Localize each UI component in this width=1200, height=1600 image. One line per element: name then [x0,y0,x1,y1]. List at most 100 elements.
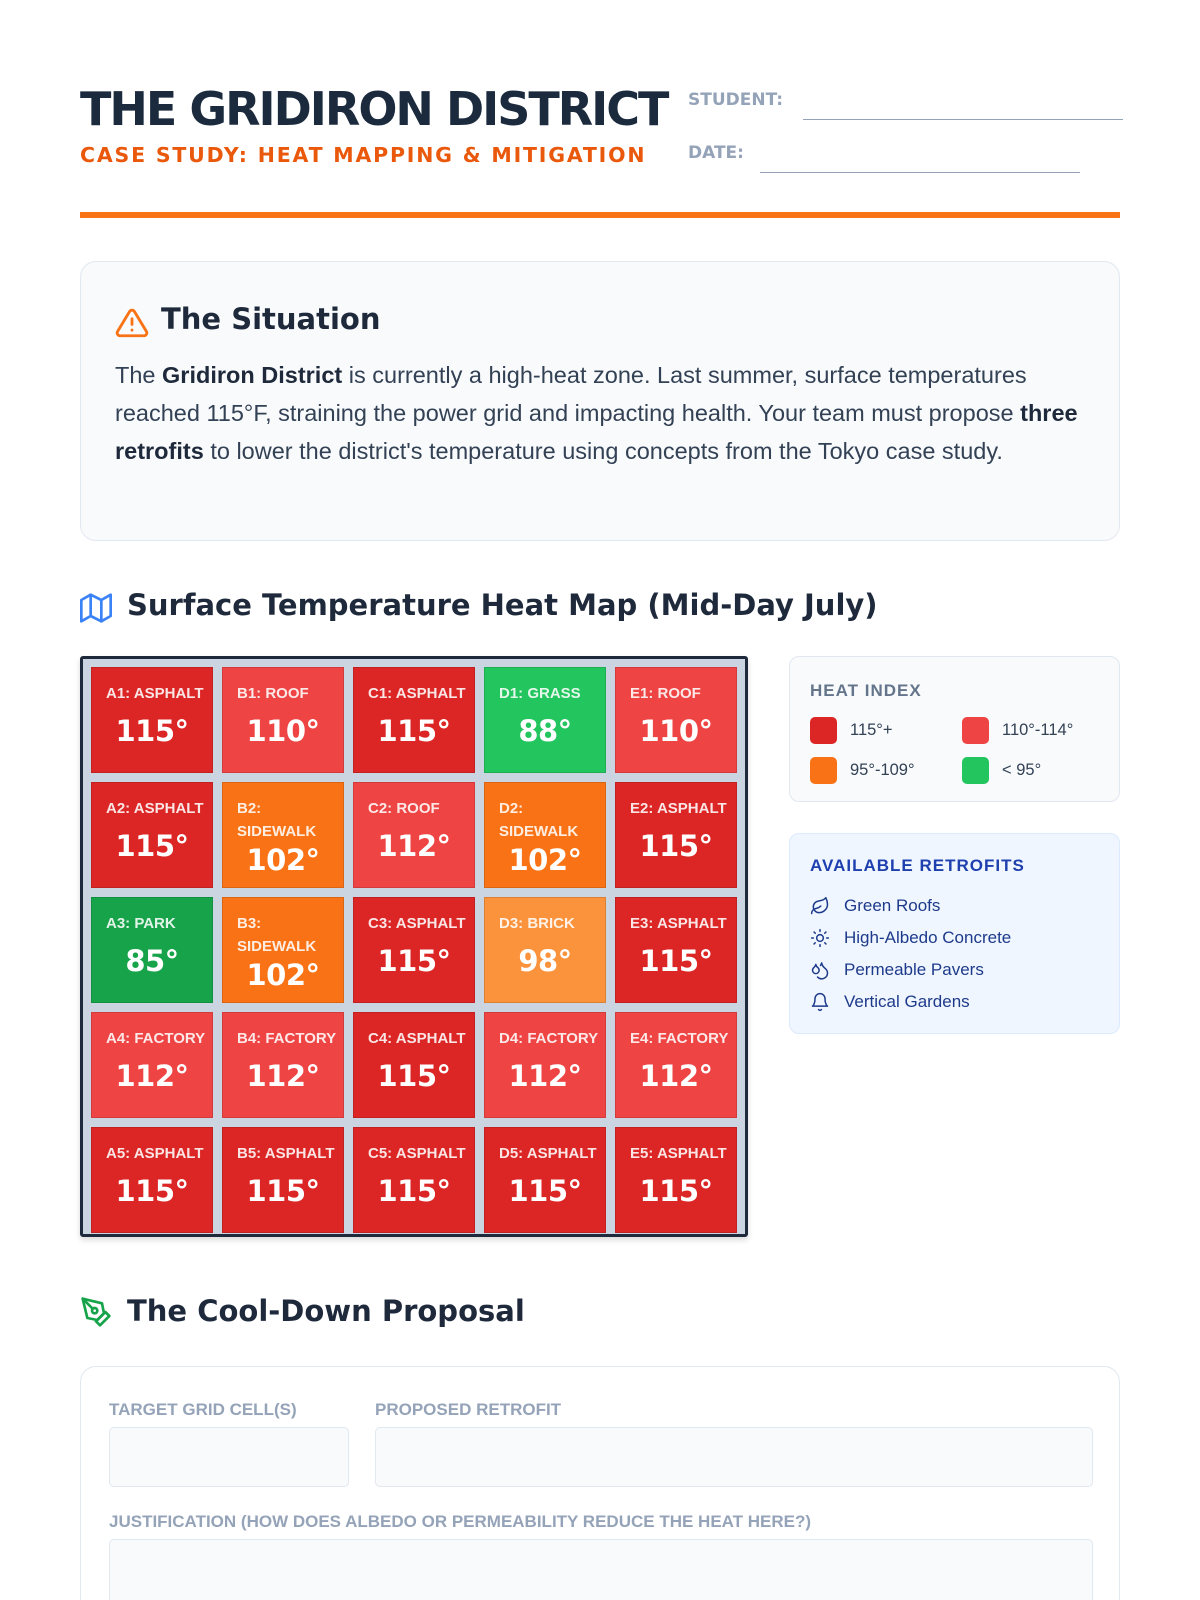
grid-cell-label: D5: ASPHALT [499,1145,597,1162]
sprout-icon [811,992,829,1012]
legend-swatch [810,717,837,744]
heat-index-legend: HEAT INDEX 115°+ 110°-114° 95°-109° < 95… [789,656,1120,802]
leaf-icon [810,896,829,915]
grid-cell-label: D3: BRICK [499,915,575,932]
proposal-title: The Cool-Down Proposal [127,1294,525,1328]
grid-cell-temperature: 115° [508,1174,582,1208]
grid-cell-label: C2: ROOF [368,800,440,817]
situation-card: The Situation The Gridiron District is c… [80,261,1120,541]
retrofit-label: High-Albedo Concrete [844,928,1012,947]
legend-item: < 95° [962,757,1041,784]
grid-cell-label: B3: SIDEWALK [237,915,317,955]
grid-cell-label: B5: ASPHALT [237,1145,335,1162]
grid-cell-temperature: 112° [115,1059,189,1093]
warning-triangle-icon [115,308,149,338]
grid-cell-temperature: 115° [639,1174,713,1208]
grid-cell-label: A3: PARK [106,915,176,932]
retrofit-item: High-Albedo Concrete [810,928,1011,948]
grid-cell: B1: ROOF 110° [222,667,344,773]
grid-cell: A1: ASPHALT 115° [91,667,213,773]
grid-cell-label: E5: ASPHALT [630,1145,727,1162]
grid-cell: A5: ASPHALT 115° [91,1127,213,1233]
pen-tool-icon [81,1297,111,1327]
legend-item: 95°-109° [810,757,915,784]
grid-cell-temperature: 115° [115,829,189,863]
grid-cell-label: E4: FACTORY [630,1030,729,1047]
grid-cell-label: E1: ROOF [630,685,701,702]
retrofits-title: AVAILABLE RETROFITS [810,856,1025,875]
grid-cell: C5: ASPHALT 115° [353,1127,475,1233]
target-cells-label: TARGET GRID CELL(S) [109,1400,297,1419]
retrofit-item: Vertical Gardens [810,992,970,1012]
proposed-retrofit-label: PROPOSED RETROFIT [375,1400,562,1419]
grid-cell: D3: BRICK 98° [484,897,606,1003]
page-subtitle: CASE STUDY: HEAT MAPPING & MITIGATION [80,143,647,167]
grid-cell-label: C5: ASPHALT [368,1145,466,1162]
grid-cell: C2: ROOF 112° [353,782,475,888]
proposed-retrofit-input[interactable] [375,1427,1093,1487]
available-retrofits-card: AVAILABLE RETROFITS Green Roofs High-Alb… [789,833,1120,1034]
grid-cell-temperature: 115° [377,714,451,748]
page-title: THE GRIDIRON DISTRICT [80,82,669,136]
grid-cell-temperature: 102° [246,843,320,877]
grid-cell: B4: FACTORY 112° [222,1012,344,1118]
grid-cell-temperature: 115° [639,829,713,863]
grid-cell-label: A1: ASPHALT [106,685,204,702]
situation-title: The Situation [161,302,381,336]
grid-cell-temperature: 112° [508,1059,582,1093]
grid-cell: D1: GRASS 88° [484,667,606,773]
retrofit-label: Green Roofs [844,896,941,915]
grid-cell: D4: FACTORY 112° [484,1012,606,1118]
grid-cell: E5: ASPHALT 115° [615,1127,737,1233]
district-name: Gridiron District [162,362,343,388]
map-icon [80,593,112,623]
grid-cell: C3: ASPHALT 115° [353,897,475,1003]
grid-cell-temperature: 112° [246,1059,320,1093]
droplets-icon [811,962,829,980]
grid-cell: C4: ASPHALT 115° [353,1012,475,1118]
legend-item: 110°-114° [962,717,1073,744]
grid-cell-label: C3: ASPHALT [368,915,466,932]
grid-cell-temperature: 115° [377,1059,451,1093]
retrofit-label: Permeable Pavers [844,960,984,979]
situation-text: The Gridiron District is currently a hig… [115,362,1078,464]
grid-cell: A4: FACTORY 112° [91,1012,213,1118]
grid-cell: E4: FACTORY 112° [615,1012,737,1118]
grid-cell-temperature: 115° [377,1174,451,1208]
grid-cell: B3: SIDEWALK 102° [222,897,344,1003]
heat-map-grid: A1: ASPHALT 115° B1: ROOF 110° C1: ASPHALT 11… [80,656,748,1237]
date-label: DATE: [688,143,744,163]
grid-cell-label: B2: SIDEWALK [237,800,317,840]
grid-cell-label: E3: ASPHALT [630,915,727,932]
three-retrofits-emphasis: three retrofits [115,400,1078,464]
grid-cell: B5: ASPHALT 115° [222,1127,344,1233]
legend-label: 95°-109° [850,761,915,779]
grid-cell-label: E2: ASPHALT [630,800,727,817]
grid-cell: D5: ASPHALT 115° [484,1127,606,1233]
date-field[interactable] [760,172,1080,173]
justification-input[interactable] [109,1539,1093,1600]
legend-label: 110°-114° [1002,721,1074,739]
grid-cell-temperature: 112° [377,829,451,863]
grid-cell-label: C1: ASPHALT [368,685,466,702]
grid-cell-temperature: 110° [246,714,320,748]
grid-cell-temperature: 102° [246,958,320,992]
justification-label: JUSTIFICATION (HOW DOES ALBEDO OR PERMEA… [109,1512,812,1531]
sun-icon [810,928,830,948]
grid-cell-temperature: 115° [115,714,189,748]
grid-cell-label: B4: FACTORY [237,1030,337,1047]
legend-label: < 95° [1002,761,1042,779]
target-cells-input[interactable] [109,1427,349,1487]
student-name-field[interactable] [803,119,1123,120]
grid-cell: D2: SIDEWALK 102° [484,782,606,888]
grid-cell-label: A5: ASPHALT [106,1145,204,1162]
grid-cell-temperature: 115° [246,1174,320,1208]
grid-cell: B2: SIDEWALK 102° [222,782,344,888]
grid-cell: A3: PARK 85° [91,897,213,1003]
header-divider [80,212,1120,218]
grid-cell-label: D1: GRASS [499,685,581,702]
grid-cell-label: B1: ROOF [237,685,309,702]
legend-title: HEAT INDEX [810,681,922,700]
grid-cell-label: C4: ASPHALT [368,1030,466,1047]
grid-cell: E2: ASPHALT 115° [615,782,737,888]
